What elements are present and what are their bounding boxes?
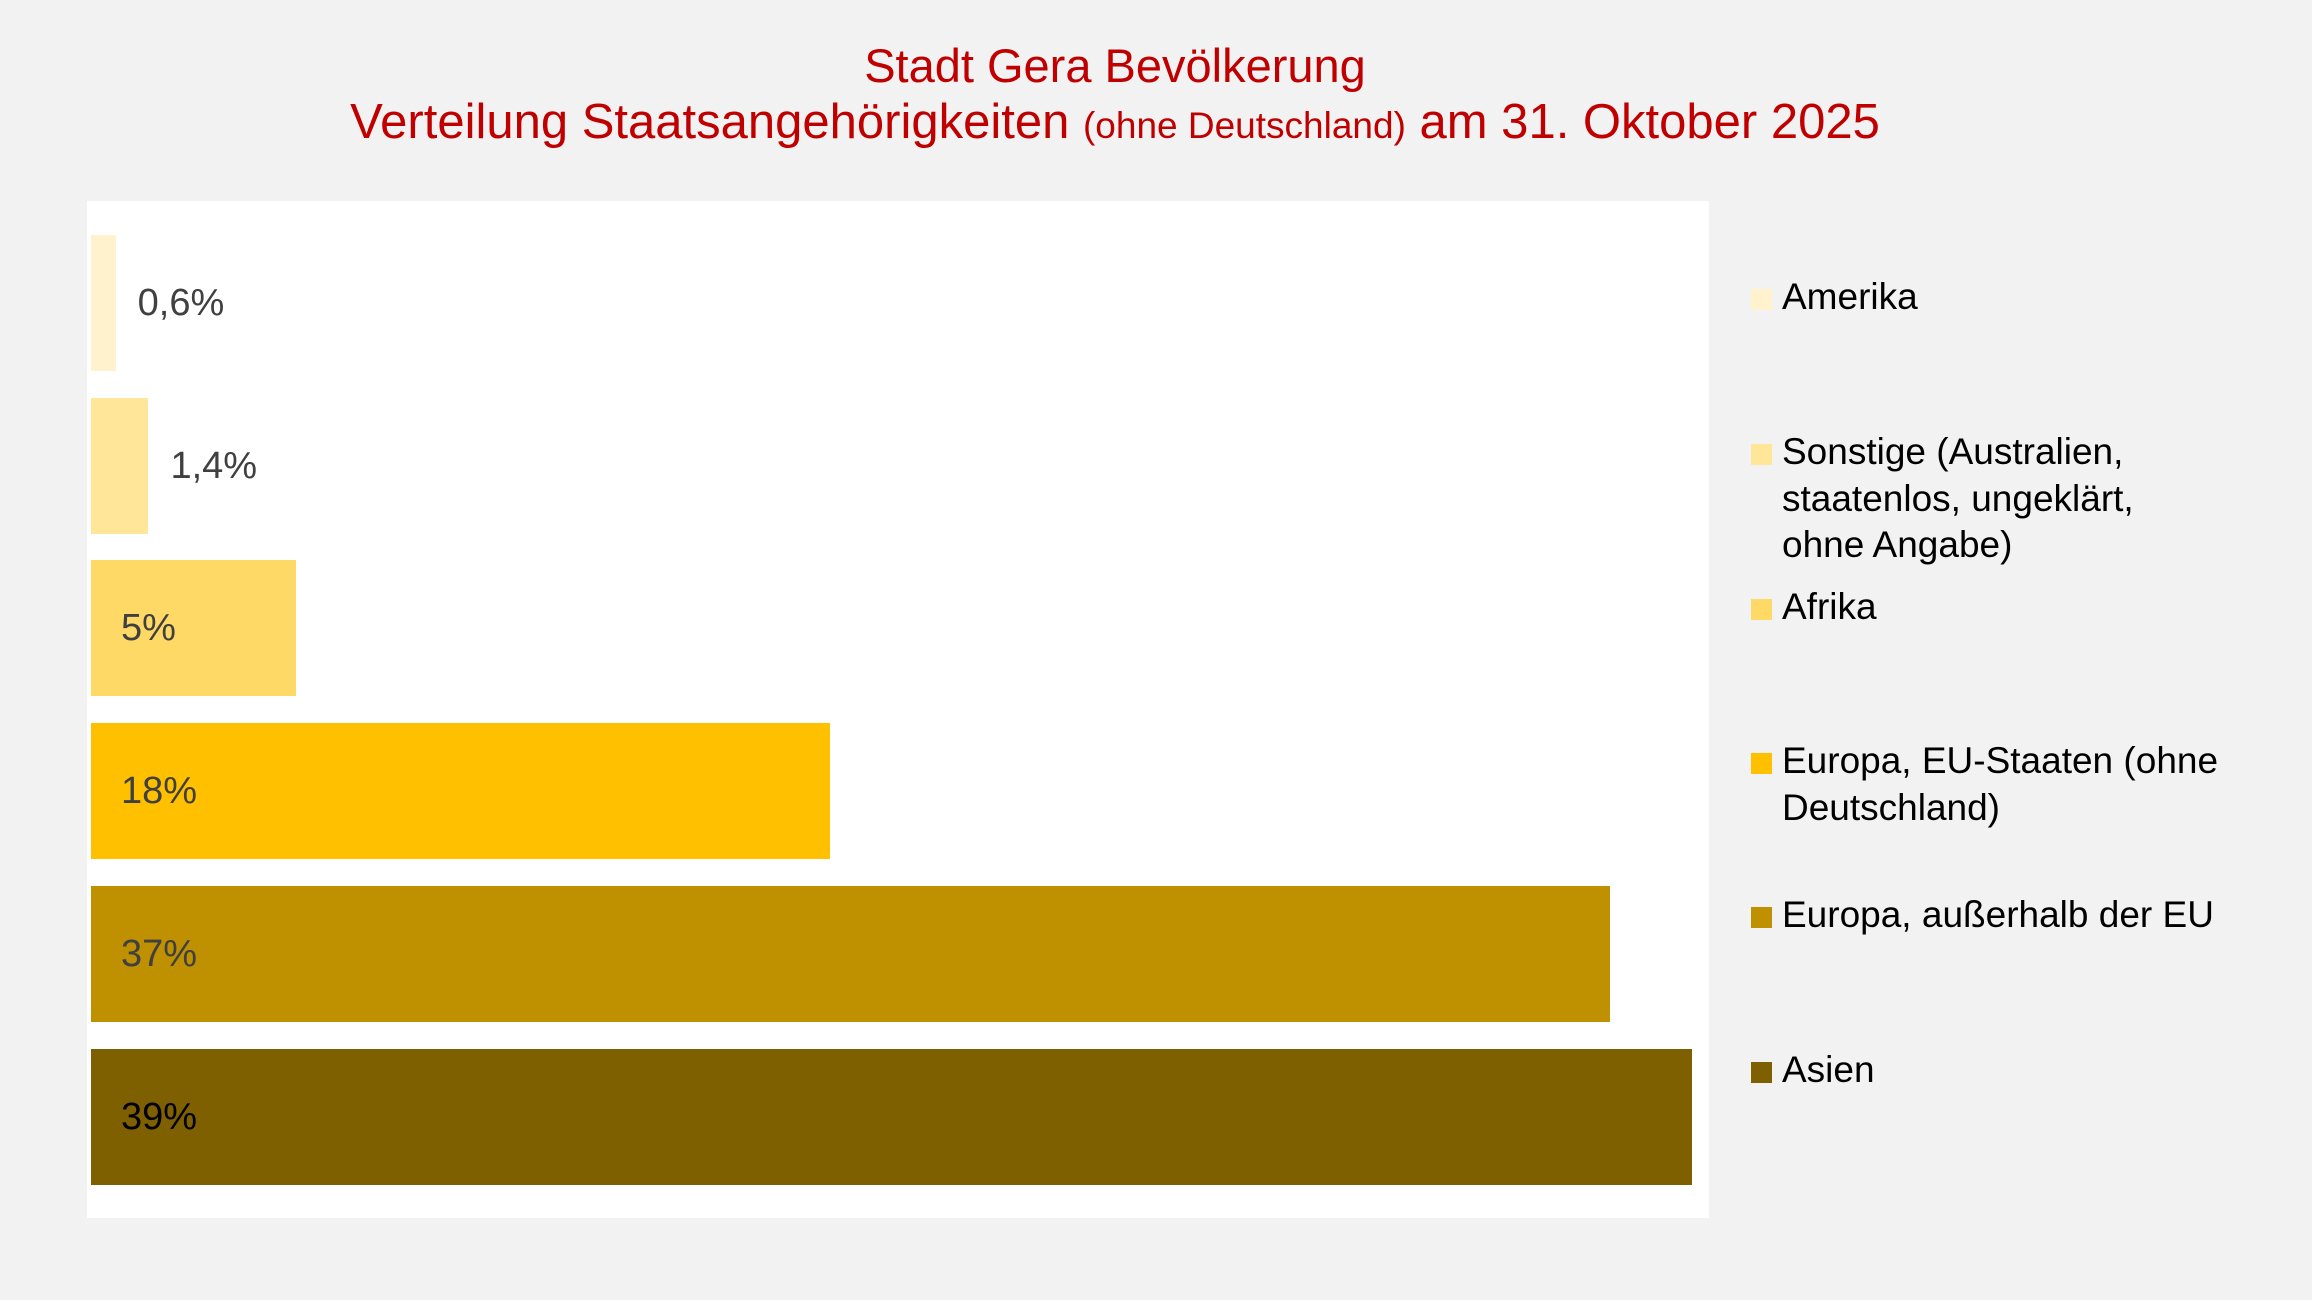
legend-swatch-icon: [1751, 753, 1772, 774]
bar-label-asien: 39%: [121, 1096, 198, 1138]
legend-swatch-icon: [1751, 599, 1772, 620]
legend-swatch-icon: [1751, 1062, 1772, 1083]
bar-europa-nicht-eu: [91, 886, 1610, 1022]
plot-area: 0,6% 1,4% 5% 18% 37% 39%: [87, 201, 1709, 1218]
legend-label: Afrika: [1782, 586, 1877, 627]
bar-label-amerika: 0,6%: [137, 282, 225, 324]
legend-label: Europa, EU-Staaten (ohne Deutschland): [1782, 740, 2219, 828]
legend-label: Asien: [1782, 1049, 1875, 1090]
bar-asien: [91, 1049, 1692, 1185]
chart-title: Stadt Gera Bevölkerung: [864, 39, 1366, 92]
subtitle-part1: Verteilung Staatsangehörigkeiten: [350, 95, 1083, 149]
legend-label: Amerika: [1782, 276, 1918, 317]
bar-label-afrika: 5%: [121, 607, 176, 649]
bar-sonstige: [91, 398, 149, 534]
chart-subtitle: Verteilung Staatsangehörigkeiten (ohne D…: [0, 98, 2230, 147]
bar-afrika: [91, 560, 297, 696]
legend-swatch-icon: [1751, 907, 1772, 928]
subtitle-part2: am 31. Oktober 2025: [1405, 95, 1880, 149]
legend-label: Europa, außerhalb der EU: [1782, 894, 2214, 935]
legend-swatch-icon: [1751, 289, 1772, 310]
bar-amerika: [91, 235, 116, 371]
legend-label: Sonstige (Australien, staatenlos, ungekl…: [1782, 431, 2134, 565]
bar-label-europa-nicht-eu: 37%: [121, 933, 198, 975]
bar-europa-eu: [91, 723, 830, 859]
subtitle-note: (ohne Deutschland): [1082, 105, 1406, 146]
legend-swatch-icon: [1751, 444, 1772, 465]
bar-label-sonstige: 1,4%: [170, 445, 258, 487]
bar-label-europa-eu: 18%: [121, 770, 198, 812]
